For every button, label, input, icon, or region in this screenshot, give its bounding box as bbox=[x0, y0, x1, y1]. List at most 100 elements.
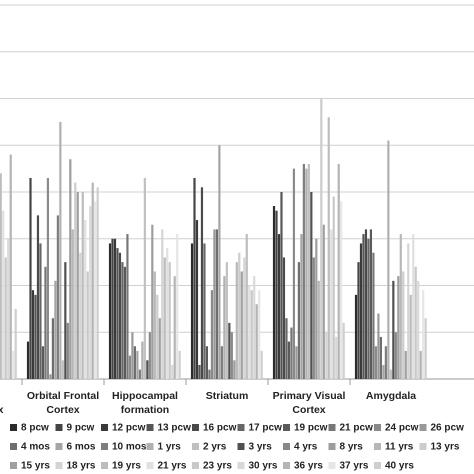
bar bbox=[178, 350, 181, 379]
legend-label: 12 pcw bbox=[112, 423, 146, 434]
legend-label: 26 pcw bbox=[431, 423, 465, 434]
bar bbox=[69, 159, 72, 379]
legend-swatch bbox=[328, 443, 336, 450]
x-tick-label: Amygdala bbox=[366, 390, 416, 402]
bar bbox=[84, 220, 87, 379]
legend-label: 10 mos bbox=[112, 442, 147, 453]
bar bbox=[34, 294, 37, 379]
bar bbox=[359, 243, 363, 379]
bar bbox=[275, 210, 278, 379]
bar bbox=[166, 248, 169, 379]
legend-swatch bbox=[283, 462, 290, 469]
legend-swatch bbox=[192, 424, 199, 431]
bar bbox=[200, 187, 204, 379]
bar bbox=[121, 262, 124, 379]
bar bbox=[419, 350, 422, 379]
x-tick-label: al Cortex bbox=[0, 404, 4, 416]
bar bbox=[118, 252, 122, 379]
bar bbox=[36, 215, 40, 379]
bar bbox=[255, 304, 258, 379]
bar bbox=[389, 369, 392, 379]
bar bbox=[362, 234, 365, 379]
bar bbox=[354, 294, 358, 379]
bar bbox=[173, 276, 176, 379]
bar bbox=[198, 364, 201, 379]
bar bbox=[126, 234, 129, 379]
bar bbox=[76, 192, 79, 379]
legend-swatch bbox=[146, 424, 154, 431]
legend-swatch bbox=[237, 443, 245, 450]
bar bbox=[322, 224, 325, 379]
bar bbox=[44, 266, 47, 379]
bar bbox=[312, 257, 315, 379]
legend-label: 17 pcw bbox=[249, 423, 283, 434]
legend-label: 24 pcw bbox=[385, 423, 419, 434]
bar bbox=[402, 271, 405, 379]
bar bbox=[116, 248, 119, 379]
bar bbox=[335, 336, 338, 379]
legend-swatch bbox=[146, 443, 154, 450]
bar bbox=[141, 341, 144, 379]
bar bbox=[128, 355, 132, 379]
bar bbox=[39, 243, 42, 379]
bar bbox=[41, 346, 45, 379]
legend-label: 37 yrs bbox=[340, 461, 369, 472]
bar bbox=[394, 332, 397, 379]
legend-swatch bbox=[146, 462, 154, 469]
legend-label: 30 yrs bbox=[249, 461, 278, 472]
bar bbox=[228, 322, 231, 379]
bar bbox=[248, 285, 251, 379]
bar bbox=[59, 121, 62, 379]
bar bbox=[156, 294, 159, 379]
bar bbox=[51, 318, 54, 379]
bar bbox=[258, 290, 261, 379]
bar bbox=[12, 350, 15, 379]
bar bbox=[71, 229, 74, 379]
bar bbox=[146, 360, 149, 379]
bar bbox=[195, 220, 199, 379]
bar bbox=[412, 234, 415, 379]
legend-label: 8 pcw bbox=[21, 423, 49, 434]
bar bbox=[230, 332, 233, 379]
bar bbox=[86, 271, 89, 379]
bar bbox=[238, 252, 241, 379]
bar bbox=[317, 280, 320, 379]
bar bbox=[225, 262, 228, 379]
bar bbox=[168, 262, 171, 379]
bar bbox=[277, 234, 281, 379]
bar bbox=[61, 360, 64, 379]
bar bbox=[325, 332, 328, 379]
bar bbox=[292, 168, 296, 379]
legend-label: 18 yrs bbox=[67, 461, 96, 472]
legend-swatch bbox=[55, 443, 63, 450]
legend-swatch bbox=[419, 424, 427, 431]
legend-label: 6 mos bbox=[67, 442, 96, 453]
legend-swatch bbox=[10, 424, 17, 431]
legend-swatch bbox=[192, 462, 199, 469]
bar bbox=[240, 271, 243, 379]
bar bbox=[215, 229, 218, 379]
bar bbox=[190, 243, 194, 379]
bar bbox=[384, 346, 387, 379]
legend-swatch bbox=[192, 443, 199, 450]
legend-swatch bbox=[374, 424, 381, 431]
legend-label: 16 pcw bbox=[203, 423, 237, 434]
legend-swatch bbox=[283, 424, 290, 431]
bar bbox=[29, 177, 32, 379]
bar bbox=[260, 350, 263, 379]
bar bbox=[282, 257, 286, 379]
bar bbox=[372, 252, 375, 379]
legend-label: 1 yrs bbox=[158, 442, 182, 453]
legend-label: 36 yrs bbox=[294, 461, 323, 472]
bar bbox=[367, 238, 370, 379]
bar bbox=[203, 243, 206, 379]
legend-swatch bbox=[419, 443, 427, 450]
bar bbox=[151, 224, 154, 379]
bar bbox=[223, 276, 226, 379]
bar bbox=[243, 257, 246, 379]
bar bbox=[424, 318, 427, 379]
bar bbox=[0, 173, 2, 379]
bar bbox=[64, 262, 67, 379]
legend-swatch bbox=[10, 443, 17, 450]
bar bbox=[133, 346, 136, 379]
